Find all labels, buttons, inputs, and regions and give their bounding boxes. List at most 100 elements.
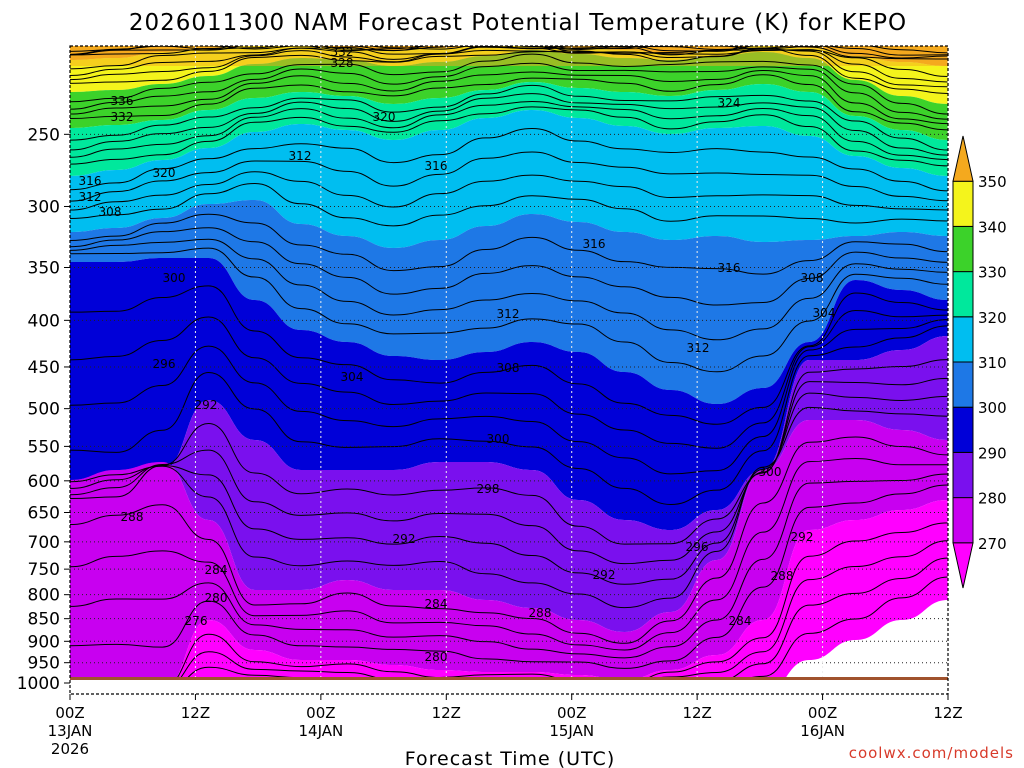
contour-label-33: 288	[771, 569, 794, 583]
y-tick-label-850: 850	[28, 610, 60, 630]
colorbar-label-270: 270	[978, 535, 1007, 553]
colorbar-swatch-0	[952, 542, 974, 589]
theta-band-6	[70, 258, 948, 530]
theta-band-7	[70, 336, 948, 632]
y-tick-label-900: 900	[28, 632, 60, 652]
x-tick-time-6: 00Z	[808, 704, 837, 722]
contour-label-27: 292	[393, 532, 416, 546]
contour-label-17: 304	[813, 306, 836, 320]
theta-band-2	[70, 50, 948, 140]
y-tick-label-750: 750	[28, 560, 60, 580]
contour-label-20: 304	[341, 370, 364, 384]
theta-contour-9-3	[184, 557, 948, 680]
theta-contour-5-3	[70, 238, 948, 341]
contour-label-3: 332	[111, 110, 134, 124]
colorbar-label-280: 280	[978, 490, 1007, 508]
x-tick-time-1: 12Z	[181, 704, 210, 722]
theta-bands	[70, 46, 948, 680]
contour-label-16: 312	[497, 307, 520, 321]
contour-label-37: 284	[729, 614, 752, 628]
y-tick-label-700: 700	[28, 533, 60, 553]
theta-contour-8-1	[70, 436, 948, 644]
theta-band-9	[175, 500, 948, 680]
x-tick-time-0: 00Z	[55, 704, 84, 722]
colorbar-swatch-9	[952, 135, 974, 182]
x-tick-time-2: 00Z	[306, 704, 335, 722]
contour-label-10: 312	[79, 190, 102, 204]
x-tick-time-4: 00Z	[557, 704, 586, 722]
theta-contour-3-1	[70, 84, 948, 151]
contour-label-25: 298	[477, 482, 500, 496]
y-tick-label-600: 600	[28, 472, 60, 492]
colorbar-label-320: 320	[978, 309, 1007, 327]
contour-label-24: 300	[759, 465, 782, 479]
y-tick-label-650: 650	[28, 504, 60, 524]
contour-label-34: 280	[205, 591, 228, 605]
colorbar-swatch-5	[952, 316, 974, 363]
contour-label-4: 320	[373, 110, 396, 124]
contour-label-30: 292	[593, 568, 616, 582]
theta-contour-5-1	[70, 213, 948, 275]
theta-band-5	[70, 200, 948, 404]
y-tick-label-1000: 1000	[17, 674, 60, 694]
contour-label-6: 316	[425, 159, 448, 173]
contour-label-1: 328	[331, 56, 354, 70]
x-tick-year-0: 2026	[51, 740, 89, 758]
contour-label-15: 308	[801, 271, 824, 285]
colorbar-label-330: 330	[978, 264, 1007, 282]
theta-contour-8-2	[70, 458, 948, 651]
theta-contour-1-1	[70, 46, 948, 77]
ground-surface	[70, 677, 948, 680]
contour-label-21: 308	[497, 361, 520, 375]
contour-label-35: 288	[529, 606, 552, 620]
x-tick-date-4: 15JAN	[549, 722, 594, 740]
colorbar-swatch-1	[952, 497, 974, 544]
theta-contours	[70, 46, 948, 680]
theta-contour-6-4	[70, 325, 948, 505]
theta-contour-0-3	[70, 46, 948, 59]
contour-label-8: 320	[153, 166, 176, 180]
theta-contour-4-4	[70, 182, 948, 227]
theta-contour-1-3	[70, 48, 948, 88]
colorbar-swatch-8	[952, 180, 974, 227]
contour-label-36: 276	[185, 614, 208, 628]
theta-contour-2-2	[70, 62, 948, 120]
plot-frame	[69, 45, 949, 695]
theta-contour-4-1	[70, 128, 948, 192]
theta-band-3	[70, 82, 948, 176]
colorbar-swatch-3	[952, 406, 974, 453]
x-tick-time-5: 12Z	[682, 704, 711, 722]
y-tick-label-800: 800	[28, 586, 60, 606]
theta-contour-7-3	[70, 392, 948, 585]
colorbar-swatch-2	[952, 451, 974, 499]
y-tick-label-350: 350	[28, 258, 60, 278]
contour-label-26: 288	[121, 510, 144, 524]
theta-contour-2-4	[70, 74, 948, 131]
theta-contour-8-4	[70, 484, 948, 669]
grid-lines	[70, 46, 948, 680]
theta-contour-5-2	[70, 227, 948, 306]
x-tick-date-2: 14JAN	[298, 722, 343, 740]
theta-contour-3-4	[70, 106, 948, 167]
contour-label-12: 316	[583, 237, 606, 251]
contour-label-32: 284	[425, 597, 448, 611]
colorbar-label-340: 340	[978, 218, 1007, 236]
contour-label-38: 280	[425, 650, 448, 664]
contour-label-0: 332	[331, 45, 354, 59]
y-tick-label-400: 400	[28, 311, 60, 331]
colorbar-label-310: 310	[978, 354, 1007, 372]
theta-contour-3-2	[70, 93, 948, 156]
theta-contour-7-4	[70, 406, 948, 609]
chart-title: 2026011300 NAM Forecast Potential Temper…	[129, 10, 907, 36]
contour-label-5: 324	[718, 96, 741, 110]
colorbar-swatch-7	[952, 225, 974, 273]
y-tick-label-500: 500	[28, 400, 60, 420]
contour-label-14: 300	[163, 271, 186, 285]
theta-contour-9-4	[204, 576, 948, 680]
theta-contour-1-2	[70, 46, 948, 83]
theta-contour-9-2	[178, 540, 948, 680]
colorbar-label-300: 300	[978, 399, 1007, 417]
